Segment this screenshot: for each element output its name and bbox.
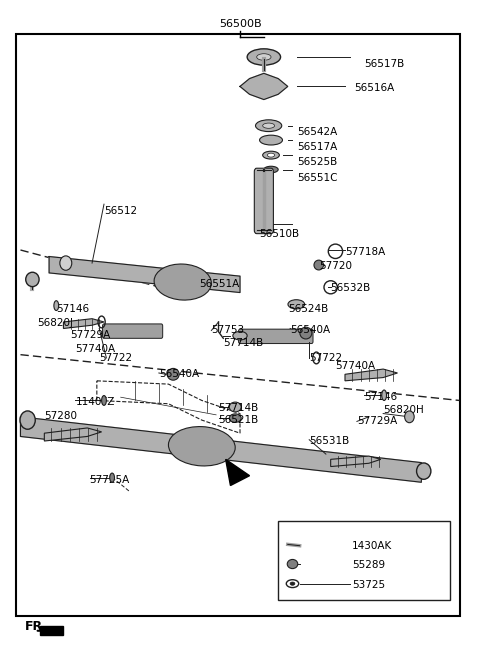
- FancyBboxPatch shape: [254, 168, 274, 234]
- Text: 1140FZ: 1140FZ: [75, 397, 115, 407]
- Ellipse shape: [154, 264, 211, 300]
- Ellipse shape: [287, 560, 298, 568]
- Ellipse shape: [102, 396, 107, 405]
- Text: 57146: 57146: [56, 304, 89, 314]
- Ellipse shape: [229, 402, 241, 412]
- Ellipse shape: [110, 473, 115, 482]
- Ellipse shape: [417, 463, 431, 480]
- Text: 57722: 57722: [99, 353, 132, 363]
- Polygon shape: [49, 256, 240, 292]
- Text: 56517A: 56517A: [297, 142, 337, 152]
- Ellipse shape: [314, 260, 324, 270]
- Ellipse shape: [54, 301, 59, 311]
- Polygon shape: [63, 319, 104, 328]
- Text: 56516A: 56516A: [355, 83, 395, 93]
- Text: FR.: FR.: [25, 620, 48, 633]
- Ellipse shape: [168, 426, 235, 466]
- Text: 57280: 57280: [44, 411, 77, 420]
- Text: 56524B: 56524B: [288, 304, 328, 314]
- Ellipse shape: [257, 54, 271, 60]
- Polygon shape: [345, 369, 397, 381]
- Text: 56512: 56512: [104, 206, 137, 215]
- Ellipse shape: [263, 151, 279, 159]
- Polygon shape: [39, 625, 63, 635]
- Polygon shape: [240, 74, 288, 99]
- FancyBboxPatch shape: [103, 324, 163, 338]
- Ellipse shape: [290, 582, 295, 585]
- Ellipse shape: [264, 166, 278, 173]
- Text: 56820J: 56820J: [37, 317, 73, 328]
- Text: 57753: 57753: [211, 325, 244, 336]
- Ellipse shape: [382, 390, 386, 401]
- Ellipse shape: [20, 411, 35, 429]
- Text: 57740A: 57740A: [75, 344, 116, 353]
- Text: 56551C: 56551C: [297, 173, 338, 183]
- Text: 56525B: 56525B: [297, 157, 337, 168]
- Ellipse shape: [300, 327, 312, 339]
- Text: 56542A: 56542A: [297, 127, 337, 137]
- Text: 56531B: 56531B: [309, 436, 349, 446]
- Text: 57146: 57146: [364, 392, 397, 402]
- Ellipse shape: [288, 300, 305, 309]
- Text: 57729A: 57729A: [357, 417, 397, 426]
- Polygon shape: [331, 456, 381, 466]
- Ellipse shape: [260, 135, 282, 145]
- Text: 57722: 57722: [309, 353, 342, 363]
- Text: 57729A: 57729A: [71, 330, 111, 340]
- Text: 57725A: 57725A: [90, 475, 130, 486]
- Text: 56500B: 56500B: [219, 19, 261, 30]
- Text: 55289: 55289: [352, 560, 385, 570]
- Text: 57714B: 57714B: [218, 403, 259, 413]
- Ellipse shape: [60, 256, 72, 270]
- Polygon shape: [21, 417, 421, 482]
- Text: 57740A: 57740A: [336, 361, 375, 371]
- Ellipse shape: [233, 331, 247, 340]
- Ellipse shape: [255, 120, 282, 131]
- Text: 56820H: 56820H: [383, 405, 424, 415]
- Text: 1430AK: 1430AK: [352, 541, 392, 551]
- Text: 56540A: 56540A: [290, 325, 330, 336]
- Text: 57714B: 57714B: [223, 338, 264, 348]
- Ellipse shape: [26, 272, 39, 286]
- Text: 56532B: 56532B: [331, 283, 371, 293]
- Ellipse shape: [247, 49, 281, 65]
- Polygon shape: [44, 428, 102, 441]
- Polygon shape: [226, 459, 250, 486]
- Ellipse shape: [167, 369, 179, 380]
- Ellipse shape: [405, 411, 414, 422]
- Text: 56551A: 56551A: [199, 279, 240, 289]
- Text: 57720: 57720: [319, 261, 352, 271]
- Text: 56510B: 56510B: [259, 229, 299, 238]
- Ellipse shape: [229, 414, 241, 422]
- Text: 53725: 53725: [352, 580, 385, 590]
- Text: 57718A: 57718A: [345, 247, 385, 257]
- Ellipse shape: [267, 153, 275, 157]
- Text: 56540A: 56540A: [159, 369, 199, 379]
- Text: 56521B: 56521B: [218, 415, 259, 425]
- Ellipse shape: [263, 123, 275, 128]
- FancyBboxPatch shape: [239, 329, 313, 344]
- Text: 56517B: 56517B: [364, 58, 404, 68]
